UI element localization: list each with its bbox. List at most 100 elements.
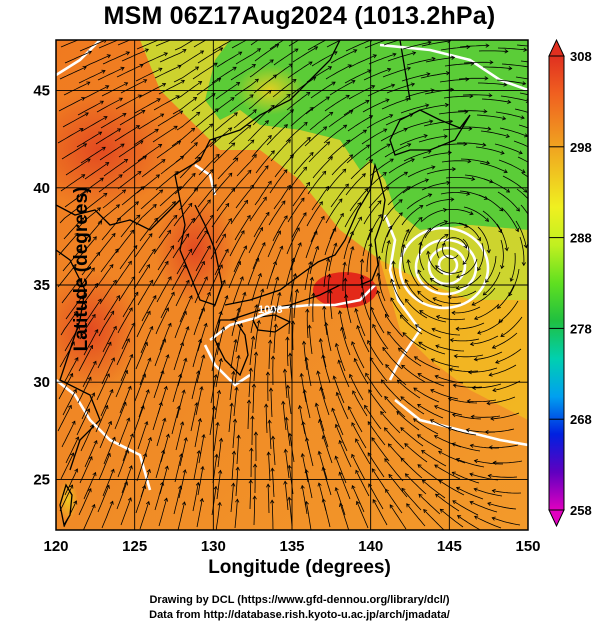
- streamline-arrow: [344, 293, 349, 299]
- streamline: [510, 252, 516, 282]
- streamline-arrow: [118, 174, 123, 179]
- isobar-label: 1008: [258, 304, 282, 316]
- streamline: [305, 469, 313, 499]
- streamline: [234, 215, 251, 241]
- streamline-arrow: [406, 259, 411, 264]
- streamline-arrow: [219, 47, 224, 52]
- streamline: [268, 452, 271, 482]
- streamline: [135, 68, 163, 82]
- streamline: [62, 389, 77, 416]
- streamline-arrow: [90, 267, 95, 272]
- streamline: [159, 49, 187, 63]
- streamline-arrow: [96, 251, 101, 256]
- streamline: [478, 82, 507, 86]
- streamline: [499, 127, 528, 137]
- streamline-arrow: [91, 503, 96, 509]
- streamline-arrow: [451, 413, 457, 418]
- streamline-arrow: [320, 215, 325, 220]
- streamline-arrow: [86, 408, 91, 413]
- streamline-arrow: [250, 415, 255, 420]
- streamline-arrow: [309, 107, 314, 112]
- streamline: [248, 90, 272, 110]
- streamline-arrow: [143, 341, 148, 346]
- streamline-arrow: [69, 372, 74, 378]
- streamline-arrow: [424, 178, 430, 183]
- streamline-arrow: [221, 326, 226, 331]
- streamline: [136, 311, 151, 338]
- streamline-arrow: [410, 158, 415, 163]
- streamline-arrow: [385, 488, 389, 493]
- streamline-arrow: [253, 351, 259, 356]
- streamline-arrow: [389, 158, 394, 163]
- streamline-arrow: [349, 154, 354, 159]
- streamline-arrow: [167, 322, 172, 327]
- streamline-arrow: [368, 227, 373, 233]
- streamline: [397, 379, 421, 399]
- isobar-kyushu: [203, 344, 251, 387]
- streamline-arrow: [127, 385, 132, 390]
- streamline: [61, 143, 87, 160]
- streamline: [231, 451, 235, 481]
- streamline-arrow: [73, 500, 78, 505]
- streamline-arrow: [426, 250, 431, 255]
- streamline: [322, 355, 331, 384]
- streamline: [84, 298, 102, 324]
- streamline-arrow: [176, 140, 182, 145]
- streamline-arrow: [509, 277, 514, 282]
- streamline-arrow: [215, 421, 220, 426]
- streamline-arrow: [390, 83, 396, 88]
- streamline-arrow: [196, 156, 201, 161]
- cyclone-ring-2: [427, 246, 467, 286]
- streamline: [515, 220, 527, 248]
- streamline: [118, 417, 130, 446]
- streamline: [194, 418, 201, 448]
- streamline: [436, 234, 449, 259]
- streamline-arrow: [398, 199, 403, 204]
- streamline: [102, 326, 117, 353]
- streamline-arrow: [69, 484, 74, 489]
- streamline: [290, 107, 314, 127]
- streamline-arrow: [333, 51, 338, 56]
- streamline-arrow: [287, 139, 291, 144]
- streamline: [456, 258, 478, 278]
- streamline-arrow: [243, 245, 248, 250]
- streamline: [198, 292, 211, 320]
- streamline-arrow: [455, 285, 460, 291]
- streamline-arrow: [413, 356, 419, 361]
- streamline-arrow: [361, 173, 366, 178]
- streamline-arrow: [301, 421, 306, 426]
- map-frame: [55, 39, 529, 531]
- streamline: [497, 284, 515, 309]
- streamline-arrow: [201, 260, 205, 266]
- streamline: [406, 503, 426, 527]
- streamline-arrow: [390, 297, 395, 302]
- streamline-arrow: [289, 154, 294, 159]
- streamline: [349, 188, 369, 212]
- streamline: [423, 509, 445, 530]
- streamline-arrow: [268, 339, 273, 344]
- streamline: [120, 214, 141, 238]
- streamline: [141, 295, 157, 322]
- streamline: [368, 186, 390, 209]
- streamline-arrow: [484, 76, 489, 81]
- streamline-arrow: [222, 233, 226, 238]
- streamline: [176, 111, 200, 131]
- streamline: [419, 310, 447, 323]
- streamline: [501, 63, 528, 68]
- streamline: [118, 140, 144, 158]
- map-title: MSM 06Z17Aug2024 (1013.2hPa): [103, 2, 496, 30]
- x-axis-ticks: 120 125 130 135 140 145 150: [43, 538, 540, 555]
- streamline-arrow: [365, 99, 370, 104]
- streamline-arrow: [502, 116, 507, 121]
- x-tick-label-145: 145: [437, 538, 462, 555]
- streamline-arrow: [194, 402, 199, 407]
- streamline-arrow: [452, 500, 457, 505]
- streamline-arrow: [353, 357, 358, 363]
- streamline: [288, 305, 292, 335]
- streamline: [192, 339, 202, 368]
- streamline: [291, 212, 307, 239]
- streamline: [250, 40, 259, 46]
- streamline: [230, 200, 248, 225]
- streamline-arrow: [482, 291, 487, 296]
- streamline-arrow: [305, 308, 310, 313]
